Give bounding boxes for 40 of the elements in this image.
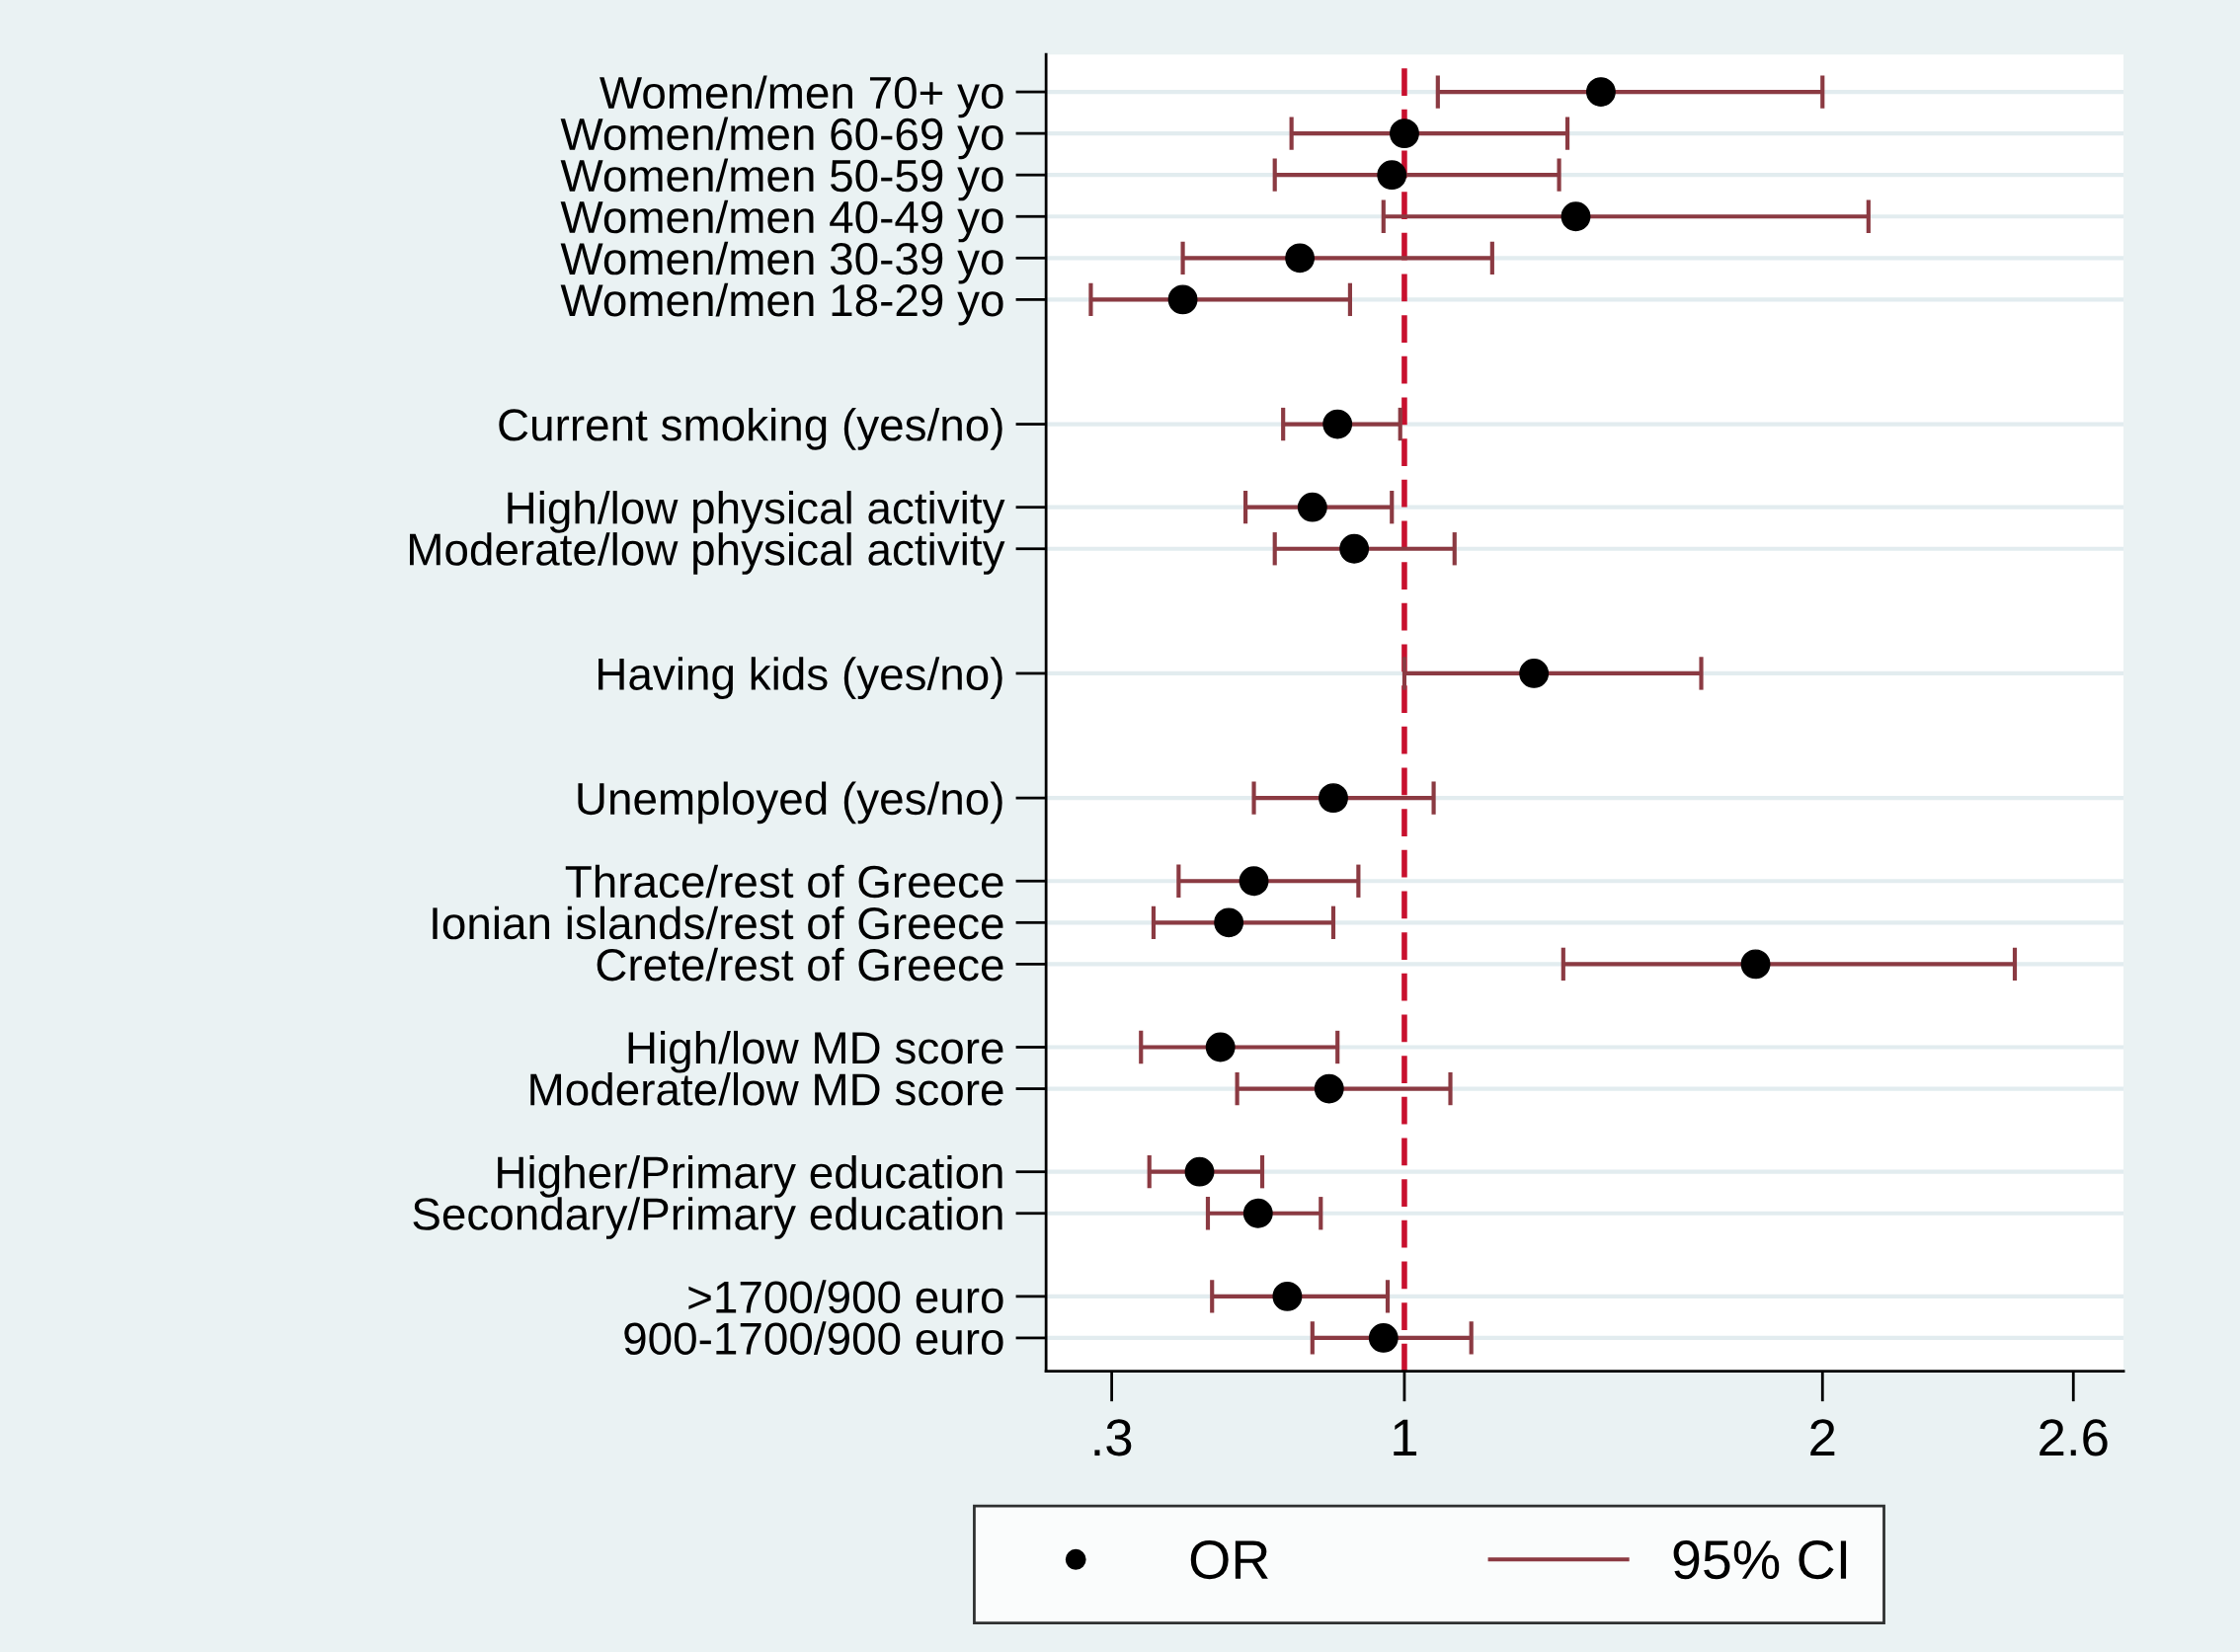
y-tick-label: 900-1700/900 euro bbox=[624, 1321, 1003, 1355]
point bbox=[1285, 243, 1316, 274]
x-tick-label: 1 bbox=[1394, 1419, 1417, 1456]
point bbox=[1390, 118, 1419, 149]
y-tick-label: Current smoking (yes/no) bbox=[499, 407, 1002, 450]
point bbox=[1339, 533, 1370, 564]
y-tick-label: Moderate/low physical activity bbox=[410, 532, 1005, 575]
point bbox=[1368, 1323, 1399, 1353]
point bbox=[1239, 866, 1269, 897]
y-tick-label: High/low MD score bbox=[628, 1030, 1003, 1073]
point bbox=[1242, 1198, 1273, 1228]
y-tick-label: Moderate/low MD score bbox=[530, 1071, 1003, 1106]
point bbox=[1214, 907, 1244, 938]
point bbox=[1314, 1073, 1344, 1104]
y-tick-label: >1700/900 euro bbox=[688, 1280, 1003, 1313]
point bbox=[1167, 284, 1198, 315]
text: 95% CI bbox=[1673, 1539, 1847, 1580]
point bbox=[1319, 783, 1348, 814]
y-tick-label: Ionian islands/rest of Greece bbox=[433, 905, 1003, 940]
x-tick-label: 2 bbox=[1810, 1419, 1835, 1456]
point bbox=[1740, 949, 1771, 980]
point bbox=[1205, 1032, 1236, 1062]
y-tick-label: Secondary/Primary education bbox=[413, 1197, 1002, 1239]
point bbox=[1297, 492, 1327, 522]
point bbox=[1322, 409, 1353, 439]
legend-label: OR bbox=[1190, 1539, 1268, 1580]
x-tick-label: 2.6 bbox=[2040, 1419, 2108, 1456]
y-tick-label: Higher/Primary education bbox=[498, 1155, 1002, 1198]
point bbox=[1560, 201, 1591, 232]
point bbox=[1184, 1156, 1215, 1187]
point bbox=[1519, 659, 1550, 688]
point bbox=[1272, 1281, 1303, 1311]
point bbox=[1585, 77, 1616, 107]
point bbox=[1377, 160, 1407, 191]
y-tick-label: Thrace/rest of Greece bbox=[565, 864, 1003, 899]
y-tick-label: Crete/rest of Greece bbox=[597, 947, 1003, 982]
y-tick-label: Having kids (yes/no) bbox=[599, 657, 1002, 700]
y-tick-label: Unemployed (yes/no) bbox=[578, 781, 1002, 825]
x-tick-label: .3 bbox=[1094, 1419, 1132, 1456]
y-tick-label: High/low physical activity bbox=[508, 491, 1005, 533]
